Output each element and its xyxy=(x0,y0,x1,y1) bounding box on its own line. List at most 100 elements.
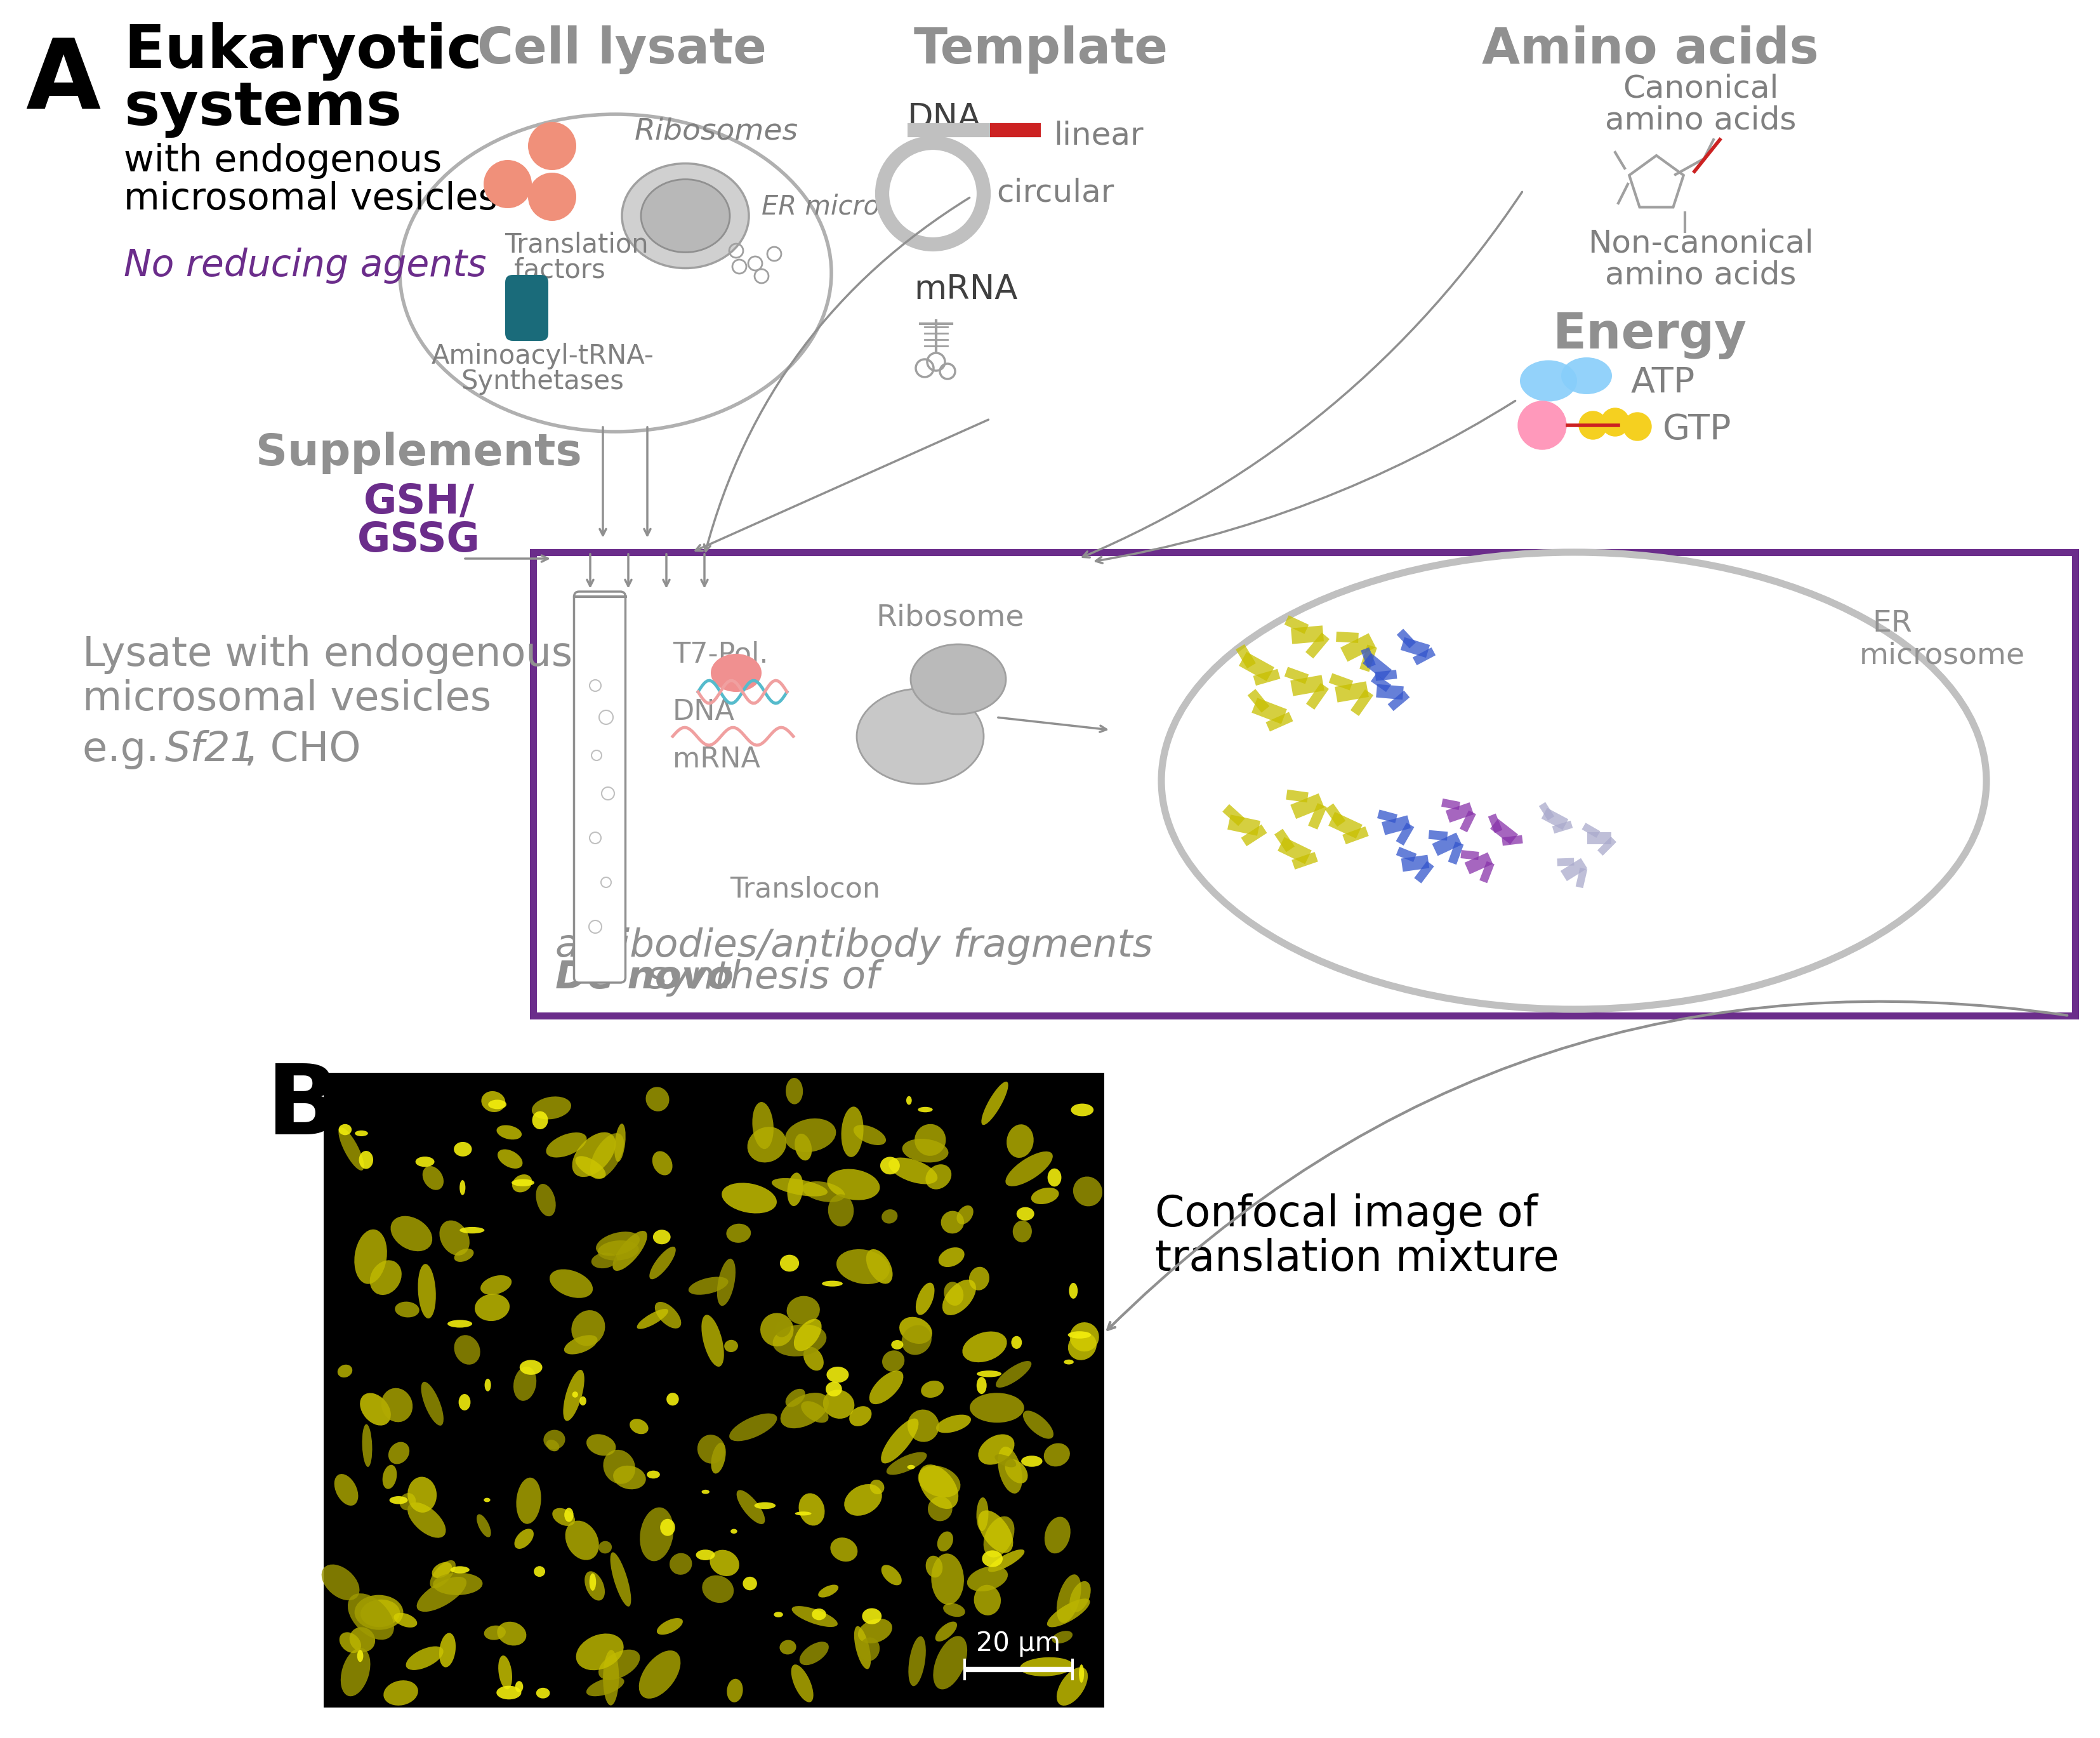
Polygon shape xyxy=(1376,669,1396,681)
Text: Ribosome: Ribosome xyxy=(876,603,1025,631)
FancyBboxPatch shape xyxy=(506,275,548,341)
Polygon shape xyxy=(1432,833,1462,855)
Polygon shape xyxy=(1581,822,1600,838)
Polygon shape xyxy=(1226,815,1260,836)
Ellipse shape xyxy=(882,1564,901,1585)
Ellipse shape xyxy=(1560,358,1613,395)
Ellipse shape xyxy=(920,1465,958,1509)
Ellipse shape xyxy=(785,1078,802,1104)
Polygon shape xyxy=(1552,820,1573,834)
Ellipse shape xyxy=(407,1502,445,1538)
Ellipse shape xyxy=(794,1319,821,1350)
Ellipse shape xyxy=(907,1465,916,1469)
Ellipse shape xyxy=(760,1312,794,1347)
Ellipse shape xyxy=(724,1340,737,1352)
Polygon shape xyxy=(1239,652,1275,681)
Polygon shape xyxy=(1285,789,1308,803)
Ellipse shape xyxy=(788,1173,802,1206)
Ellipse shape xyxy=(653,1151,672,1175)
Ellipse shape xyxy=(727,1224,752,1243)
Ellipse shape xyxy=(977,1371,1002,1376)
Ellipse shape xyxy=(1012,1220,1031,1243)
Ellipse shape xyxy=(727,1679,743,1702)
Ellipse shape xyxy=(640,179,731,252)
Text: microsomal vesicles: microsomal vesicles xyxy=(124,181,498,217)
Ellipse shape xyxy=(937,1531,953,1552)
Ellipse shape xyxy=(531,1097,571,1119)
Ellipse shape xyxy=(338,1364,353,1378)
Ellipse shape xyxy=(979,1510,1012,1554)
Ellipse shape xyxy=(613,1465,647,1489)
Circle shape xyxy=(1518,401,1567,450)
Polygon shape xyxy=(1275,829,1296,852)
Ellipse shape xyxy=(886,1451,926,1476)
Ellipse shape xyxy=(647,1470,659,1479)
Ellipse shape xyxy=(977,1498,989,1531)
Polygon shape xyxy=(1235,645,1256,669)
Ellipse shape xyxy=(536,1688,550,1698)
Ellipse shape xyxy=(512,1175,531,1192)
Ellipse shape xyxy=(655,1302,680,1328)
Ellipse shape xyxy=(1031,1187,1058,1204)
Ellipse shape xyxy=(586,1677,624,1696)
Polygon shape xyxy=(1325,803,1346,827)
Ellipse shape xyxy=(603,1649,619,1705)
Ellipse shape xyxy=(454,1335,481,1364)
Text: Aminoacyl-tRNA-: Aminoacyl-tRNA- xyxy=(430,342,653,370)
Text: factors: factors xyxy=(514,257,605,283)
Ellipse shape xyxy=(890,1340,903,1349)
Ellipse shape xyxy=(485,1378,491,1392)
Polygon shape xyxy=(1428,831,1447,841)
Ellipse shape xyxy=(433,1573,483,1595)
Ellipse shape xyxy=(388,1496,407,1503)
Ellipse shape xyxy=(918,1107,932,1112)
Ellipse shape xyxy=(981,1081,1008,1124)
Polygon shape xyxy=(1459,810,1476,833)
Ellipse shape xyxy=(821,1281,842,1286)
Ellipse shape xyxy=(743,1576,756,1590)
Ellipse shape xyxy=(804,1347,823,1371)
Ellipse shape xyxy=(869,1479,884,1495)
Ellipse shape xyxy=(916,1124,945,1156)
Ellipse shape xyxy=(586,1434,615,1456)
Ellipse shape xyxy=(968,1267,989,1290)
Ellipse shape xyxy=(722,1184,777,1213)
Circle shape xyxy=(527,172,575,221)
Ellipse shape xyxy=(571,1392,578,1397)
Ellipse shape xyxy=(1073,1177,1102,1206)
Ellipse shape xyxy=(382,1389,412,1422)
Ellipse shape xyxy=(1056,1575,1082,1623)
Ellipse shape xyxy=(1069,1331,1096,1361)
Ellipse shape xyxy=(853,1124,886,1145)
Ellipse shape xyxy=(430,1561,456,1589)
Text: microsomal vesicles: microsomal vesicles xyxy=(82,680,491,718)
Ellipse shape xyxy=(449,1566,470,1573)
Text: 20 μm: 20 μm xyxy=(977,1630,1060,1656)
Ellipse shape xyxy=(422,1382,443,1425)
Ellipse shape xyxy=(748,1126,785,1163)
Ellipse shape xyxy=(979,1434,1014,1465)
Ellipse shape xyxy=(349,1594,395,1639)
Ellipse shape xyxy=(433,1562,452,1578)
Ellipse shape xyxy=(813,1608,825,1620)
Text: amino acids: amino acids xyxy=(1604,104,1795,136)
Polygon shape xyxy=(1252,699,1287,725)
Text: with endogenous: with endogenous xyxy=(124,143,441,179)
Polygon shape xyxy=(1289,793,1325,819)
Ellipse shape xyxy=(533,1566,546,1576)
Ellipse shape xyxy=(611,1552,632,1606)
Ellipse shape xyxy=(918,1465,960,1498)
Polygon shape xyxy=(1247,688,1268,713)
Ellipse shape xyxy=(565,1521,598,1561)
Ellipse shape xyxy=(395,1302,420,1317)
Ellipse shape xyxy=(584,1571,605,1601)
Ellipse shape xyxy=(926,1164,951,1189)
Ellipse shape xyxy=(340,1632,361,1653)
Ellipse shape xyxy=(882,1350,905,1371)
Ellipse shape xyxy=(785,1389,804,1408)
Ellipse shape xyxy=(481,1276,512,1295)
Ellipse shape xyxy=(355,1229,386,1284)
Ellipse shape xyxy=(483,1625,506,1641)
Ellipse shape xyxy=(863,1608,882,1625)
FancyBboxPatch shape xyxy=(573,591,626,982)
